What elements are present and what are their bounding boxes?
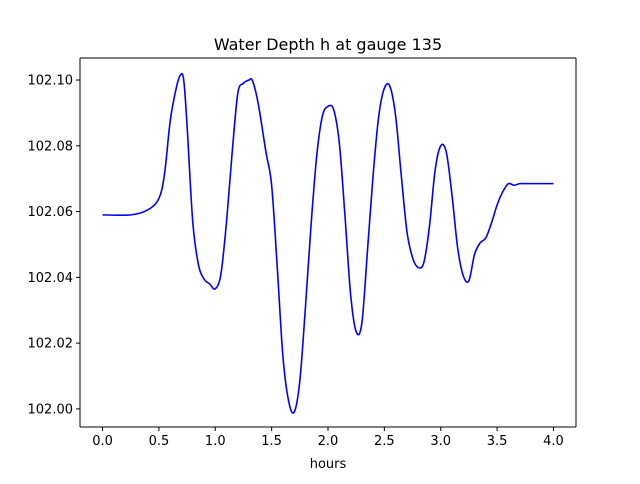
y-tick-label: 102.00 bbox=[28, 402, 74, 417]
y-tick-label: 102.04 bbox=[28, 271, 74, 286]
y-tick-label: 102.10 bbox=[28, 74, 74, 89]
x-tick-label: 1.5 bbox=[261, 434, 282, 449]
x-tick-label: 3.5 bbox=[487, 434, 508, 449]
x-tick-label: 3.0 bbox=[430, 434, 451, 449]
x-tick-label: 1.0 bbox=[205, 434, 226, 449]
x-tick-label: 0.0 bbox=[92, 434, 113, 449]
x-tick-label: 2.5 bbox=[374, 434, 395, 449]
y-tick-label: 102.06 bbox=[28, 205, 74, 220]
x-tick-label: 2.0 bbox=[318, 434, 339, 449]
x-tick-label: 0.5 bbox=[149, 434, 170, 449]
y-tick-label: 102.02 bbox=[28, 337, 74, 352]
x-axis-label: hours bbox=[310, 457, 347, 472]
axes: 0.0 0.5 1.0 1.5 2.0 2.5 3.0 3.5 4.0 102.00 102.02 1… bbox=[28, 57, 577, 449]
series-line-0 bbox=[102, 72, 554, 414]
x-tick-label: 4.0 bbox=[543, 434, 564, 449]
plot-area bbox=[102, 72, 554, 414]
chart-title: Water Depth h at gauge 135 bbox=[214, 35, 442, 54]
y-tick-label: 102.08 bbox=[28, 139, 74, 154]
